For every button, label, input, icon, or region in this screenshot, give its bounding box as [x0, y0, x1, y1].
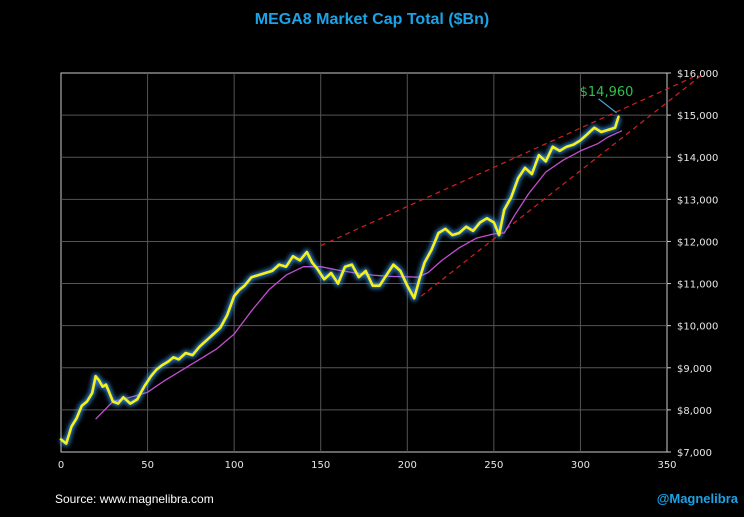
y-tick-label: $8,000: [677, 406, 712, 417]
y-tick-label: $11,000: [677, 280, 718, 291]
x-tick-label: 50: [141, 460, 154, 471]
x-tick-label: 200: [398, 460, 417, 471]
x-axis: 0 50 100 150 200 250 300 350: [58, 460, 677, 471]
x-tick-label: 300: [571, 460, 590, 471]
grid: [61, 73, 667, 452]
y-tick-label: $10,000: [677, 322, 718, 333]
annotations: $14,960: [580, 85, 634, 114]
lower-trendline: [420, 74, 703, 297]
trendlines: [320, 74, 703, 297]
x-tick-label: 0: [58, 460, 64, 471]
y-tick-label: $15,000: [677, 111, 718, 122]
x-tick-label: 100: [225, 460, 244, 471]
twitter-handle: @Magnelibra: [657, 491, 739, 506]
last-value-callout: $14,960: [580, 85, 634, 100]
y-tick-label: $13,000: [677, 195, 718, 206]
y-tick-label: $14,000: [677, 153, 718, 164]
market-cap-line: [59, 115, 620, 445]
series-lines: [59, 115, 623, 447]
y-tick-label: $7,000: [677, 448, 712, 459]
moving-average-line: [95, 130, 623, 420]
y-axis: $7,000 $8,000 $9,000 $10,000 $11,000 $12,000 $…: [667, 69, 718, 459]
y-tick-label: $16,000: [677, 69, 718, 80]
source-text: Source: www.magnelibra.com: [55, 492, 214, 506]
upper-trendline: [320, 76, 694, 247]
callout-line: [598, 98, 617, 114]
x-tick-label: 250: [484, 460, 503, 471]
chart-title: MEGA8 Market Cap Total ($Bn): [255, 11, 489, 28]
y-tick-label: $9,000: [677, 364, 712, 375]
y-tick-label: $12,000: [677, 237, 718, 248]
plot-frame: [60, 72, 668, 453]
x-tick-label: 150: [311, 460, 330, 471]
x-tick-label: 350: [657, 460, 676, 471]
